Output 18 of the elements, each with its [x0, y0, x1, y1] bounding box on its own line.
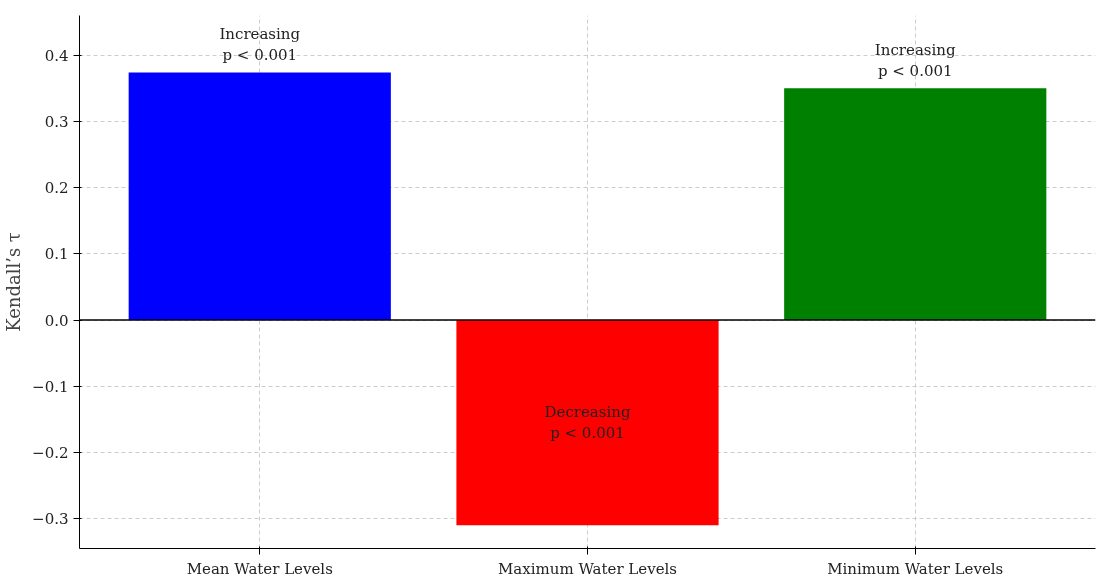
x-tick-label: Mean Water Levels — [186, 559, 333, 578]
y-tick-label: 0.0 — [44, 311, 69, 330]
y-tick-label: −0.3 — [32, 510, 69, 529]
y-axis-title: Kendall’s τ — [3, 232, 25, 332]
y-tick-label: −0.1 — [32, 377, 69, 396]
annotation: Increasing p < 0.001 — [874, 40, 957, 81]
y-tick-label: 0.4 — [44, 46, 69, 65]
y-tick-label: 0.3 — [44, 112, 69, 131]
y-tick-label: 0.1 — [44, 245, 69, 264]
x-tick-label: Maximum Water Levels — [497, 559, 678, 578]
annotation: Increasing p < 0.001 — [219, 24, 301, 65]
bar — [784, 88, 1047, 321]
y-tick-label: 0.2 — [44, 179, 69, 198]
x-tick-label: Minimum Water Levels — [827, 559, 1004, 578]
y-tick-label: −0.2 — [32, 443, 69, 462]
bar — [456, 320, 719, 526]
bar — [128, 72, 391, 321]
annotation: Decreasing p < 0.001 — [544, 402, 631, 443]
